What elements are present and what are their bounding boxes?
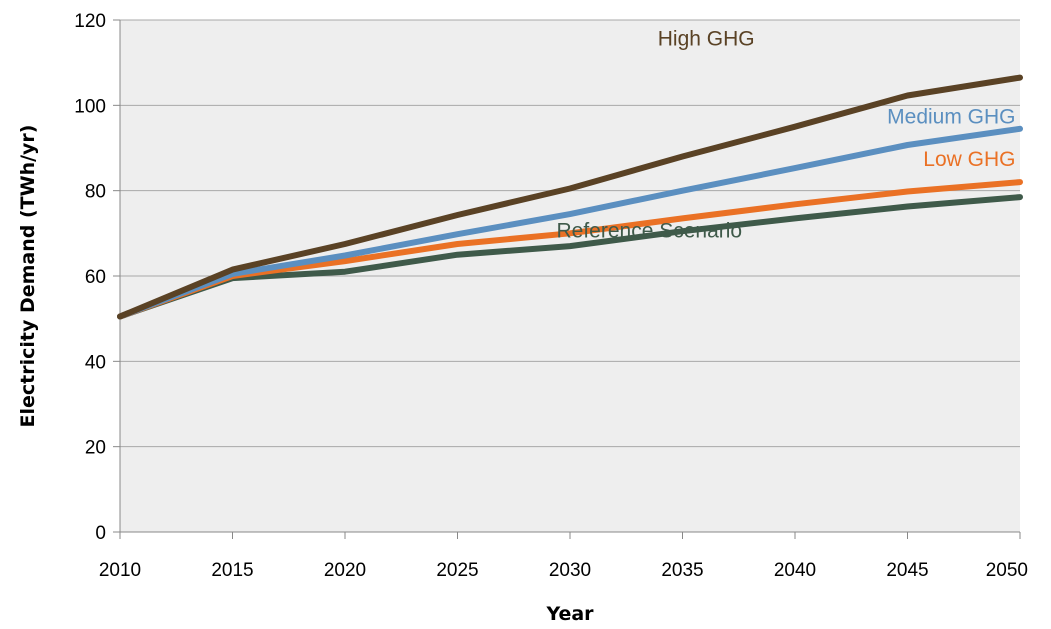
y-tick-label: 60 — [85, 267, 106, 288]
x-tick-label: 2045 — [886, 560, 928, 581]
x-tick-label: 2030 — [549, 560, 591, 581]
series-lines — [117, 74, 1023, 320]
x-tick-label: 2015 — [211, 560, 253, 581]
x-tick-label: 2025 — [436, 560, 478, 581]
y-tick-label: 40 — [85, 352, 106, 373]
series-line-high-ghg — [117, 74, 1023, 320]
series-label-medium-ghg: Medium GHG — [887, 105, 1015, 128]
x-tick-label: 2010 — [99, 560, 141, 581]
x-tick-label: 2020 — [324, 560, 366, 581]
series-line-medium-ghg — [117, 125, 1023, 320]
y-axis-title: Electricity Demand (TWh/yr) — [17, 125, 39, 428]
y-tick-label: 20 — [85, 438, 106, 459]
series-label-high-ghg: High GHG — [658, 28, 755, 51]
y-tick-label: 100 — [74, 96, 106, 117]
x-tick-label: 2050 — [986, 560, 1028, 581]
y-tick-label: 120 — [74, 11, 106, 32]
series-line-reference-scenario — [117, 194, 1023, 320]
series-label-low-ghg: Low GHG — [923, 148, 1015, 171]
y-tick-label: 80 — [85, 182, 106, 203]
series-labels: Reference Scenario Low GHG Medium GHG High … — [557, 28, 1016, 243]
x-axis-title: Year — [545, 603, 594, 625]
x-tick-label: 2035 — [661, 560, 703, 581]
x-tick-label: 2040 — [774, 560, 816, 581]
series-line-low-ghg — [117, 179, 1023, 320]
y-tick-label: 0 — [95, 523, 106, 544]
series-label-reference-scenario: Reference Scenario — [557, 220, 743, 243]
